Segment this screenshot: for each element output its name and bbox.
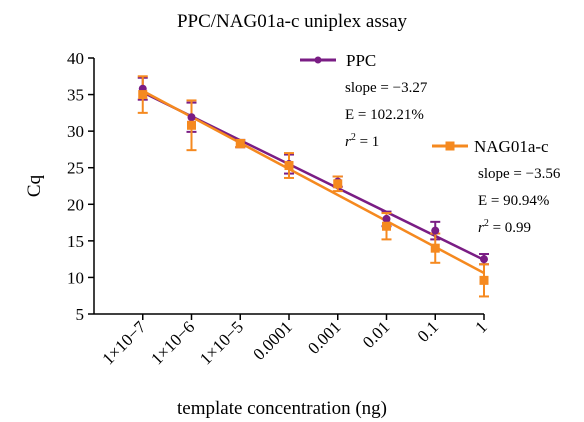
nag-fit-line <box>142 89 485 275</box>
data-markers <box>138 84 489 285</box>
chart-title: PPC/NAG01a-c uniplex assay <box>177 11 408 32</box>
x-tick-label: 0.001 <box>304 317 344 357</box>
nag-point <box>382 221 391 231</box>
x-axis-label: template concentration (ng) <box>177 398 387 419</box>
y-tick-label: 15 <box>67 232 84 251</box>
ppc-point <box>431 226 440 235</box>
legend-nag01a-c: NAG01a-c slope = −3.56 E = 90.94% r2 = 0… <box>432 137 561 236</box>
nag-point <box>284 161 294 171</box>
ppc-point <box>382 214 391 223</box>
legend-nag-label: NAG01a-c <box>474 137 549 156</box>
legend-ppc: PPC slope = −3.27 E = 102.21% r2 = 1 <box>300 51 428 150</box>
x-tick-label: 0.01 <box>359 317 393 351</box>
nag-point <box>187 120 196 130</box>
y-tick-label: 20 <box>67 195 84 214</box>
y-tick-label: 35 <box>67 86 84 105</box>
x-tick-label: 0.1 <box>414 317 442 345</box>
nag-efficiency: E = 90.94% <box>478 193 549 209</box>
y-tick-label: 25 <box>67 159 84 178</box>
nag-r-squared: r2 = 0.99 <box>478 218 531 236</box>
ppc-efficiency: E = 102.21% <box>345 107 424 123</box>
x-axis-ticks: 1×10−71×10−61×10−5 0.0001 0.001 0.01 0.1 1 <box>99 314 491 368</box>
ppc-point <box>480 255 488 264</box>
nag-point <box>430 243 440 253</box>
x-tick-label: 1×10−6 <box>147 317 198 368</box>
x-tick-label: 1×10−7 <box>99 317 150 368</box>
x-tick-label: 0.0001 <box>249 317 295 363</box>
nag-slope: slope = −3.56 <box>478 166 561 182</box>
y-tick-label: 5 <box>76 305 85 324</box>
ppc-r-squared: r2 = 1 <box>345 132 379 150</box>
nag-point <box>333 179 343 189</box>
ppc-point <box>187 113 196 122</box>
y-tick-label: 10 <box>67 268 84 287</box>
x-tick-label: 1 <box>471 317 490 336</box>
fit-lines <box>142 89 485 275</box>
nag-point <box>479 275 489 285</box>
y-tick-label: 30 <box>67 122 84 141</box>
x-tick-label: 1×10−5 <box>196 317 247 368</box>
error-bars <box>137 75 489 298</box>
y-axis-label: Cq <box>24 174 45 197</box>
y-tick-label: 40 <box>67 49 84 68</box>
legend-ppc-marker <box>314 56 322 64</box>
legend-ppc-label: PPC <box>346 51 376 70</box>
plot-area: 5 10 15 20 25 30 35 40 1×10−71×10−61×10−5 0.0001… <box>67 49 491 368</box>
nag-point <box>235 139 245 149</box>
ppc-slope: slope = −3.27 <box>345 80 428 96</box>
y-axis-ticks: 5 10 15 20 25 30 35 40 <box>67 49 94 324</box>
nag-point <box>138 90 148 100</box>
legend-nag-marker <box>445 141 455 151</box>
